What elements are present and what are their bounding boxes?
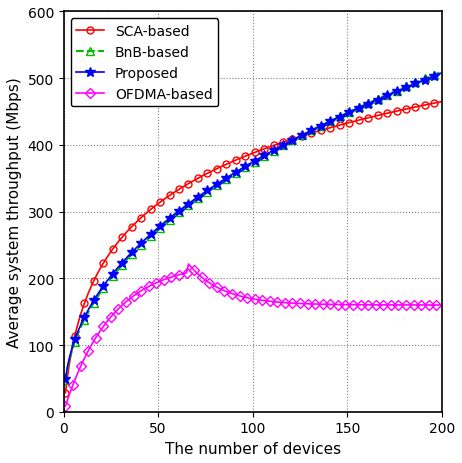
BnB-based <box>63 378 68 383</box>
OFDMA-based <box>78 364 84 369</box>
Proposed <box>439 71 445 76</box>
SCA-based <box>63 390 68 395</box>
BnB-based <box>407 83 413 88</box>
SCA-based <box>407 106 413 112</box>
BnB-based <box>420 77 426 83</box>
OFDMA-based <box>186 262 191 267</box>
OFDMA-based <box>85 348 91 354</box>
Proposed <box>420 78 426 84</box>
Proposed <box>63 376 68 382</box>
SCA-based <box>163 196 169 201</box>
Line: SCA-based: SCA-based <box>62 99 445 396</box>
Line: Proposed: Proposed <box>61 69 447 384</box>
OFDMA-based <box>63 403 68 409</box>
OFDMA-based <box>422 302 428 308</box>
SCA-based <box>439 100 445 105</box>
Line: BnB-based: BnB-based <box>61 68 446 385</box>
Line: OFDMA-based: OFDMA-based <box>62 261 445 409</box>
Proposed <box>133 246 138 252</box>
Proposed <box>163 219 169 225</box>
Proposed <box>407 84 413 89</box>
SCA-based <box>420 103 426 109</box>
Y-axis label: Average system throughput (Mbps): Average system throughput (Mbps) <box>7 77 22 347</box>
SCA-based <box>133 221 138 226</box>
X-axis label: The number of devices: The number of devices <box>164 441 341 456</box>
SCA-based <box>78 312 84 318</box>
Proposed <box>78 323 84 328</box>
OFDMA-based <box>133 292 138 298</box>
Proposed <box>85 307 91 313</box>
BnB-based <box>78 325 84 331</box>
OFDMA-based <box>163 276 169 282</box>
BnB-based <box>163 221 169 226</box>
BnB-based <box>85 310 91 315</box>
Legend: SCA-based, BnB-based, Proposed, OFDMA-based: SCA-based, BnB-based, Proposed, OFDMA-ba… <box>71 19 218 107</box>
SCA-based <box>85 291 91 296</box>
OFDMA-based <box>439 302 445 308</box>
BnB-based <box>133 248 138 254</box>
BnB-based <box>439 69 445 75</box>
OFDMA-based <box>409 302 414 308</box>
